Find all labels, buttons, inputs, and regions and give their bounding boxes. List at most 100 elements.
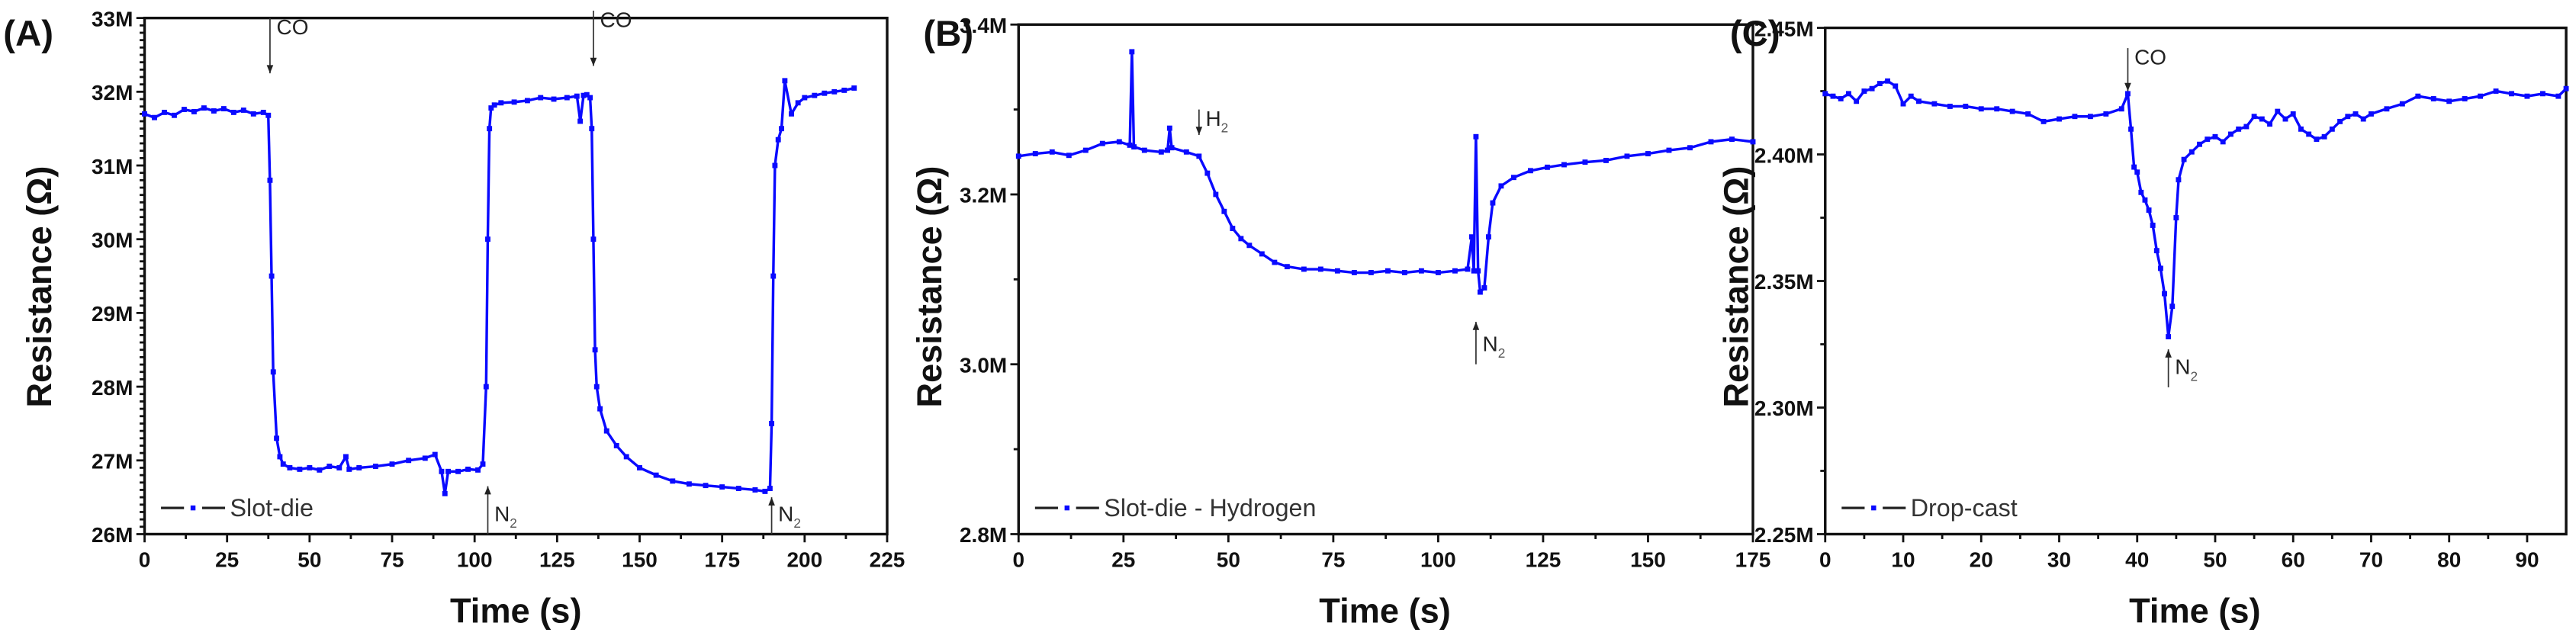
arrow-head-icon [768,497,775,506]
data-point-marker [2173,215,2179,220]
data-point-marker [1368,270,1374,275]
data-point-marker [1183,149,1189,155]
data-point-marker [1099,140,1105,146]
data-point-marker [2563,85,2569,92]
data-point-marker [389,461,395,467]
data-point-marker [574,93,580,99]
x-tick-label: 40 [2125,547,2149,571]
data-point-marker [1687,145,1693,151]
data-point-marker [1481,285,1487,291]
data-point-marker [442,490,448,496]
data-point-marker [1931,101,1938,107]
data-point-marker [2509,91,2514,97]
data-point-marker [326,464,333,469]
annotation-label: CO [2134,46,2166,69]
data-point-marker [1582,159,1588,165]
data-point-marker [795,100,801,106]
data-point-marker [2399,101,2405,107]
data-point-marker [267,177,273,183]
data-point-marker [480,461,486,467]
x-axis-title: Time (s) [2129,592,2261,631]
data-point-marker [564,95,570,101]
data-point-marker [2555,93,2562,99]
data-point-marker [201,105,207,111]
panel-a: (A) 0 25 50 75 100 125 150 175 200 225 26M 27M 28M 29… [3,7,905,630]
data-point-marker [2259,116,2265,122]
data-point-marker [831,88,838,95]
data-point-marker [2321,133,2327,140]
data-point-marker [772,162,778,169]
y-tick-label: 32M [92,81,133,104]
data-point-marker [613,443,619,448]
plot-frame [1017,23,1754,536]
data-point-marker [1510,175,1516,181]
data-series-line [1018,50,1754,294]
data-point-marker [590,236,597,242]
data-point-marker [703,483,709,489]
y-tick-label: 28M [92,376,133,400]
data-point-marker [1082,147,1089,153]
x-axis-title: Time (s) [450,592,582,631]
y-tick-label: 26M [92,523,133,547]
data-point-marker [1963,104,1969,109]
arrow-head-icon [1472,322,1480,330]
y-tick-label: 2.30M [1754,397,1814,420]
data-point-marker [274,435,280,442]
data-point-marker [1196,153,1202,159]
data-point-marker [269,273,275,279]
data-point-marker [211,108,217,114]
data-point-marker [372,464,378,469]
y-tick-label: 2.25M [1754,523,1814,547]
annotation-subscript: 2 [1498,345,1506,361]
annotation-subscript: 2 [510,515,517,531]
data-point-marker [1230,226,1236,231]
data-point-marker [1259,251,1265,257]
data-point-marker [343,454,349,460]
data-point-marker [1624,153,1630,159]
data-point-marker [2131,164,2137,170]
data-point-marker [767,486,773,491]
data-point-marker [191,108,197,114]
data-point-marker [1561,162,1567,168]
panel-b: (B) 0 25 50 75 100 125 150 175 2.8M 3.0M 3.2M 3.4M H… [910,14,1770,630]
data-point-marker [779,126,784,132]
data-point-marker [769,421,775,426]
x-tick-label: 90 [2515,547,2539,571]
data-point-marker [270,369,276,375]
data-point-marker [277,454,283,460]
x-tick-label: 125 [539,547,575,571]
data-point-marker [1384,268,1391,274]
data-point-marker [1127,142,1133,148]
data-point-marker [1994,106,2000,112]
y-tick-label: 29M [92,302,133,326]
y-tick-label: 27M [92,450,133,474]
data-point-marker [475,467,481,473]
data-point-marker [162,109,167,115]
y-axis-title: Resistance (Ω) [20,166,59,408]
x-tick-label: 150 [1630,547,1666,571]
panel-label: (C) [1730,14,1780,54]
x-tick-label: 50 [1217,547,1240,571]
data-point-marker [2220,139,2226,145]
x-tick-label: 50 [297,547,321,571]
y-tick-label: 30M [92,228,133,252]
data-point-marker [2337,118,2343,124]
x-tick-label: 175 [1735,547,1771,571]
data-point-marker [1049,149,1055,155]
data-point-marker [1830,93,1836,99]
data-point-marker [2243,124,2250,130]
annotation-label: N2 [494,502,517,531]
annotation-subscript: 2 [2190,368,2198,384]
data-point-marker [752,487,758,493]
data-point-marker [1885,78,1891,84]
data-point-marker [1131,144,1137,150]
legend: Slot-die - Hydrogen [1034,494,1316,522]
data-point-marker [2009,108,2015,114]
panel-label: (B) [923,14,973,54]
annotation-subscript: 2 [793,515,801,531]
annotation-arrow-n2: N2 [2165,349,2198,387]
panel-c: (C) 0 10 20 30 40 50 60 70 80 90 2.25M 2.30M 2.35M 2.… [1716,14,2569,631]
data-point-marker [2153,248,2160,254]
data-point-marker [1845,91,1851,97]
